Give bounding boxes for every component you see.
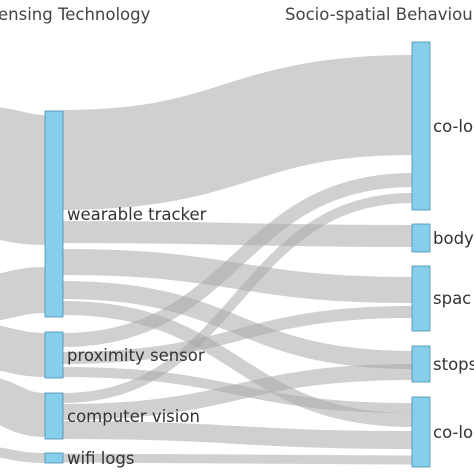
label-right-5: co-lo <box>433 423 473 442</box>
flow-link[interactable] <box>62 173 413 347</box>
node-computer-vision[interactable] <box>44 392 64 440</box>
flow-link[interactable] <box>62 301 413 427</box>
label-right-4: stops <box>433 355 474 374</box>
flow-link[interactable] <box>62 364 413 420</box>
incoming-flow <box>0 267 46 321</box>
label-wearable-tracker: wearable tracker <box>67 205 207 224</box>
off-canvas-flows <box>0 107 47 463</box>
left-column-heading: ensing Technology <box>0 5 151 24</box>
node-labels: ensing Technology Socio-spatial Behaviou… <box>0 5 474 468</box>
node-right-2[interactable] <box>411 223 431 253</box>
label-wifi-logs: wifi logs <box>67 449 134 468</box>
node-right-5[interactable] <box>411 396 431 468</box>
flow-links <box>62 55 413 465</box>
nodes <box>44 41 431 468</box>
label-computer-vision: computer vision <box>67 407 200 426</box>
flow-link[interactable] <box>62 306 413 364</box>
incoming-flow <box>0 107 47 245</box>
node-wifi-logs[interactable] <box>44 452 64 464</box>
label-right-2: body <box>433 229 474 248</box>
right-column-heading: Socio-spatial Behaviou <box>285 5 473 24</box>
node-proximity-sensor[interactable] <box>44 331 64 379</box>
flow-link[interactable] <box>62 453 413 465</box>
flow-link[interactable] <box>62 221 413 247</box>
flow-link[interactable] <box>62 281 413 369</box>
flow-link[interactable] <box>62 421 413 449</box>
node-wearable-tracker[interactable] <box>44 110 64 318</box>
node-right-4[interactable] <box>411 345 431 383</box>
flow-link[interactable] <box>62 249 413 303</box>
node-right-3[interactable] <box>411 265 431 332</box>
label-right-1: co-lo <box>433 117 473 136</box>
incoming-flow <box>0 325 46 377</box>
flow-link[interactable] <box>62 193 413 403</box>
label-proximity-sensor: proximity sensor <box>67 346 205 365</box>
flow-link[interactable] <box>62 55 413 210</box>
label-right-3: spac <box>433 289 471 308</box>
incoming-flow <box>0 378 47 437</box>
incoming-flow <box>0 447 46 463</box>
node-right-1[interactable] <box>411 41 431 211</box>
